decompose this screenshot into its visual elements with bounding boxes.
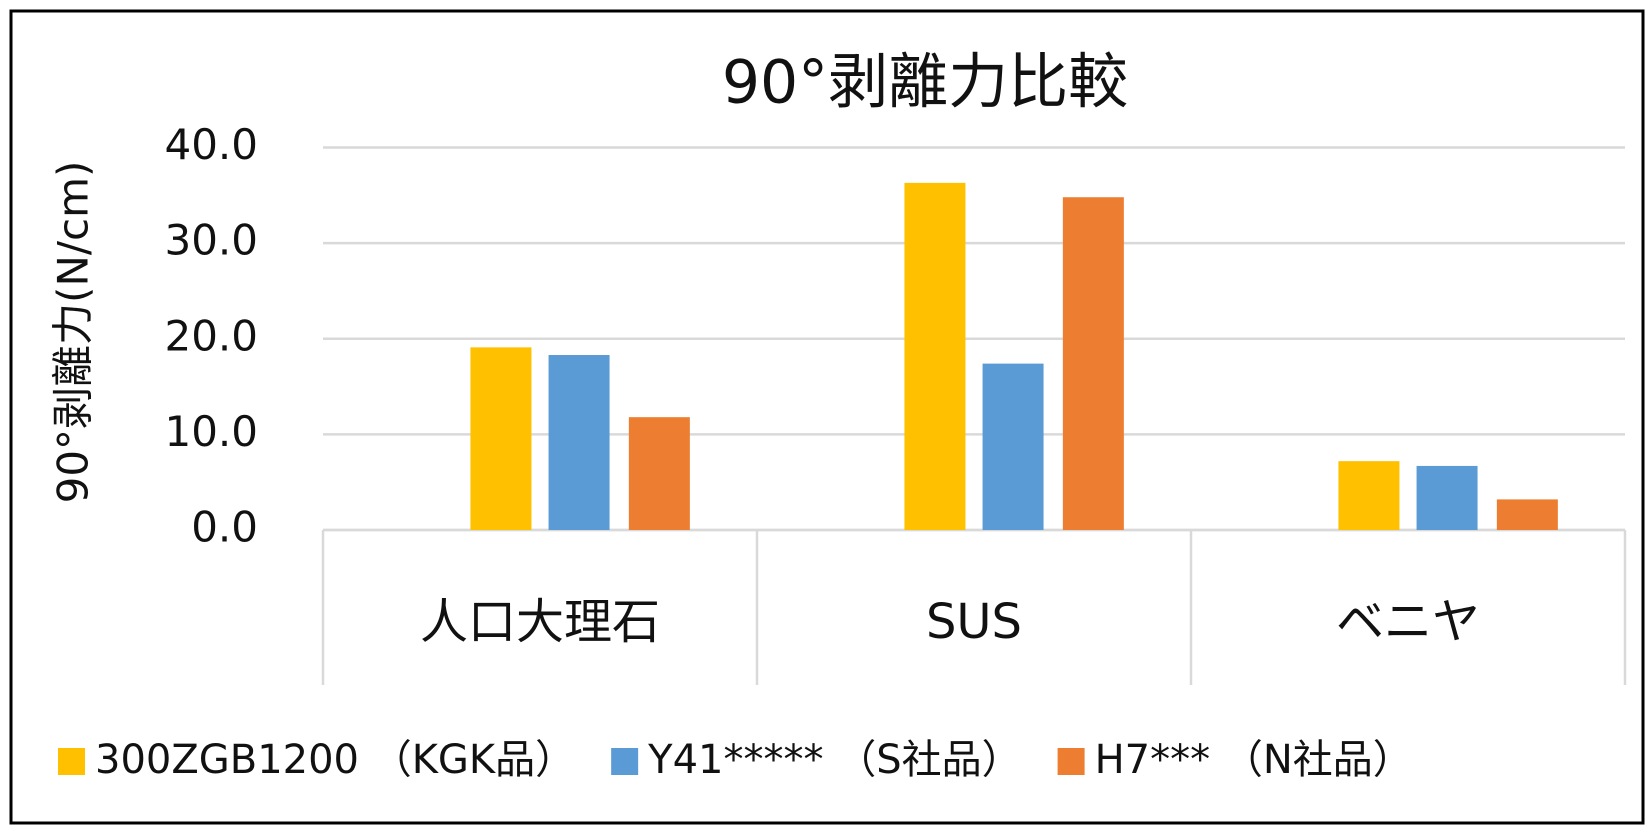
bar xyxy=(1062,197,1124,530)
y-axis-label: 90°剥離力(N/cm) xyxy=(49,161,98,504)
legend-label: 300ZGB1200 （KGK品） xyxy=(95,737,575,783)
x-tick-label: ベニヤ xyxy=(1336,594,1480,650)
legend-swatch xyxy=(58,748,85,775)
y-tick-label: 30.0 xyxy=(164,216,258,265)
chart-title: 90°剥離力比較 xyxy=(722,48,1128,118)
legend-swatch xyxy=(611,748,639,775)
bar xyxy=(470,347,532,530)
x-tick-label: SUS xyxy=(926,594,1022,650)
bar xyxy=(1338,461,1400,530)
legend-label: Y41***** （S社品） xyxy=(647,737,1021,783)
bar xyxy=(1496,499,1558,530)
y-tick-label: 40.0 xyxy=(164,120,258,169)
y-tick-label: 0.0 xyxy=(191,503,258,552)
y-tick-label: 20.0 xyxy=(164,311,258,360)
legend-label: H7*** （N社品） xyxy=(1095,737,1413,783)
bar xyxy=(1416,465,1478,530)
bar xyxy=(982,363,1044,530)
y-tick-label: 10.0 xyxy=(164,407,258,456)
legend-swatch xyxy=(1057,748,1085,775)
bar xyxy=(904,182,966,530)
bar xyxy=(628,417,690,530)
x-tick-label: 人口大理石 xyxy=(420,594,660,650)
bar xyxy=(548,355,610,530)
